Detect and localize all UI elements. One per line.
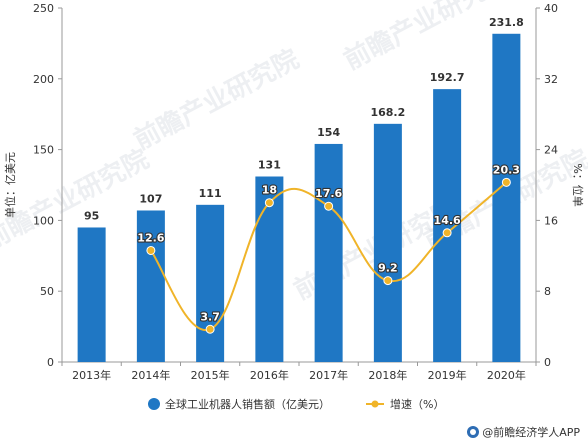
line-point [264, 198, 274, 208]
x-tick-label: 2018年 [368, 368, 407, 382]
qianzhan-logo-icon [467, 426, 480, 438]
bar-value-label: 192.7 [430, 71, 465, 84]
bar-value-label: 95 [84, 209, 99, 222]
line-point [442, 228, 452, 238]
line-value-label: 14.6 [434, 214, 461, 227]
line-value-label: 9.2 [378, 262, 398, 275]
bar-value-label: 168.2 [370, 106, 405, 119]
source-credit: @前瞻经济学人APP [467, 424, 580, 440]
bar [196, 204, 225, 362]
bar [492, 33, 521, 362]
line-value-label: 3.7 [200, 310, 220, 323]
legend-line-label: 增速（%） [390, 397, 444, 411]
left-tick-label: 150 [33, 144, 54, 157]
line-point [501, 177, 511, 187]
watermark-text: 前瞻产业研究院 [339, 0, 514, 76]
x-tick-label: 2015年 [191, 368, 230, 382]
data-labels: 95 107 111 131 154 168.2 192.7 231.8 12.6 3.7 18 17… [84, 16, 524, 325]
x-tick-label: 2020年 [487, 368, 526, 382]
right-tick-label: 0 [544, 356, 551, 369]
right-tick-label: 24 [544, 144, 558, 157]
watermark-text: 前瞻产业研究院 [0, 143, 154, 256]
bar [314, 143, 343, 362]
line-point [324, 201, 334, 211]
right-tick-label: 8 [544, 285, 551, 298]
right-tick-label: 40 [544, 2, 558, 15]
bar-value-label: 154 [317, 126, 340, 139]
bar-value-label: 131 [258, 159, 281, 172]
left-tick-label: 200 [33, 73, 54, 86]
left-tick-label: 250 [33, 2, 54, 15]
legend-bar-label: 全球工业机器人销售额（亿美元） [165, 397, 330, 411]
line-value-label: 18 [262, 184, 277, 197]
left-tick-label: 50 [40, 285, 54, 298]
source-text: @前瞻经济学人APP [482, 426, 580, 439]
x-tick-label: 2019年 [428, 368, 467, 382]
line-value-label: 17.6 [315, 187, 342, 200]
right-axis-title: %：位单 [571, 163, 585, 206]
line-value-label: 12.6 [137, 231, 164, 244]
left-axis-title: 单位：亿美元 [3, 152, 17, 218]
line-point [383, 276, 393, 286]
bar [373, 123, 402, 362]
x-tick-label: 2014年 [131, 368, 170, 382]
line-series [146, 177, 511, 334]
line-value-label: 20.3 [493, 163, 520, 176]
right-tick-label: 16 [544, 214, 558, 227]
bar [136, 210, 165, 362]
bar-series [77, 33, 521, 362]
line-point [205, 324, 215, 334]
bar [255, 176, 284, 362]
right-tick-label: 32 [544, 73, 558, 86]
legend-bar-marker [148, 398, 160, 410]
left-tick-label: 100 [33, 214, 54, 227]
left-tick-label: 0 [47, 356, 54, 369]
x-tick-label: 2016年 [250, 368, 289, 382]
bar-value-label: 111 [199, 187, 222, 200]
legend: 全球工业机器人销售额（亿美元） 增速（%） [148, 397, 444, 411]
legend-line-dot [371, 400, 379, 408]
line-point [146, 245, 156, 255]
bar [77, 227, 106, 362]
bar-value-label: 231.8 [489, 16, 524, 29]
x-tick-label: 2017年 [309, 368, 348, 382]
axes-group: 0 50 100 150 200 250 0 8 16 24 32 40 2013年 2014年 2015年… [3, 2, 585, 382]
x-tick-label: 2013年 [72, 368, 111, 382]
bar-value-label: 107 [139, 192, 162, 205]
watermark-text: 前瞻产业研究院 [129, 43, 304, 156]
